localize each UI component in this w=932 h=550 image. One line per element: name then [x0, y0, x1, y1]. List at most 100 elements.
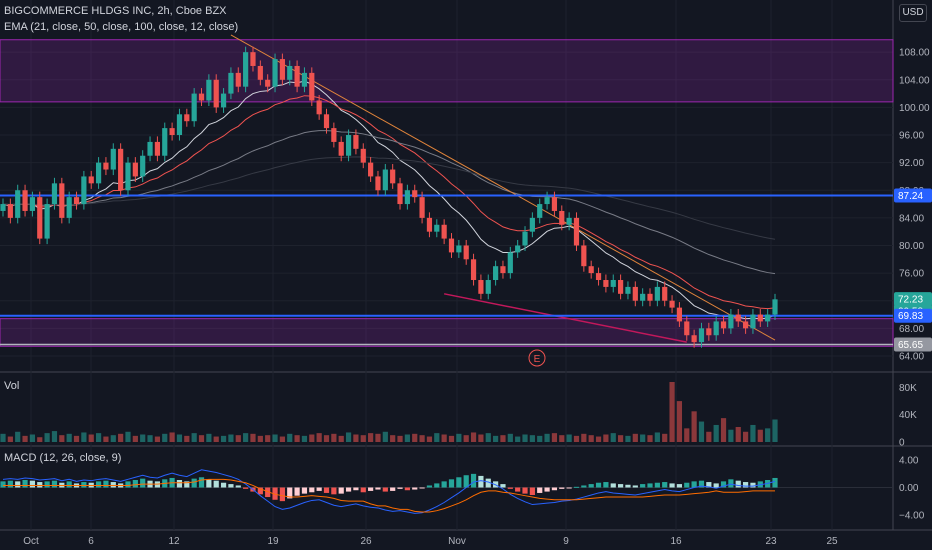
price-label-badge [894, 308, 932, 323]
candle-body [323, 114, 330, 129]
macd-histogram-bar [265, 487, 271, 498]
time-tick-label: 25 [826, 536, 838, 547]
volume-bar [162, 433, 168, 442]
volume-bar [103, 436, 109, 442]
price-label: 87.24 [898, 191, 923, 202]
volume-bar [95, 433, 102, 442]
candle-body [132, 162, 138, 177]
candle-body [478, 280, 484, 294]
candle-body [184, 114, 190, 122]
macd-histogram-bar [559, 487, 565, 489]
volume-bar [235, 435, 241, 442]
macd-histogram-bar [272, 487, 278, 500]
candle-body [81, 176, 87, 205]
volume-bar [118, 433, 124, 442]
candles: E [0, 46, 778, 367]
candle-body [706, 328, 712, 336]
macd-histogram-bar [669, 483, 675, 488]
trend-lines [230, 34, 776, 343]
volume-bar [390, 435, 396, 442]
grid [0, 0, 932, 531]
candle-body [162, 128, 168, 156]
price-zone [0, 39, 894, 103]
candle-body [37, 197, 43, 239]
volume-bar [632, 433, 638, 442]
macd-histogram-bar [294, 487, 300, 496]
candle-body [647, 293, 653, 301]
volume-bar [220, 435, 227, 442]
candle-body [375, 176, 381, 191]
candle-body [257, 65, 263, 80]
macd-histogram-bar [463, 475, 469, 488]
chart-title: BIGCOMMERCE HLDGS INC, 2h, Cboe BZX [4, 5, 227, 17]
volume-bar [345, 432, 352, 442]
macd-histogram-bar [287, 487, 293, 499]
candle-body [537, 204, 543, 218]
volume-bar [375, 433, 381, 442]
macd-histogram-bar [750, 482, 756, 488]
currency-button[interactable]: USD [899, 4, 927, 22]
volume-bar [382, 431, 388, 442]
volume-bar [765, 428, 771, 442]
volume-bar [147, 435, 153, 442]
price-tick-label: 104.00 [899, 75, 930, 86]
candle-body [684, 321, 690, 336]
volume-bar [426, 436, 433, 442]
price-label-badge [894, 188, 932, 203]
candle-body [728, 314, 734, 329]
price-label: 65.65 [898, 340, 923, 351]
volume-bar [603, 434, 609, 442]
candle-body [125, 162, 131, 191]
candle-body [7, 204, 13, 218]
candle-body [44, 204, 50, 239]
support-trendline [443, 293, 687, 343]
volume-bar [640, 434, 646, 442]
macd-histogram-bar [51, 480, 58, 488]
volume-bar [191, 433, 197, 442]
candle-body [51, 183, 58, 205]
volume-bar [397, 435, 403, 442]
volume-bar [537, 435, 543, 442]
candle-body [669, 300, 675, 308]
volume-bar [419, 435, 425, 442]
macd-histogram-bar [198, 477, 205, 488]
candle-body [573, 217, 580, 246]
macd-histogram-bar [772, 477, 778, 488]
candle-body [73, 197, 80, 205]
volume-bar [250, 433, 256, 442]
candle-body [191, 93, 197, 122]
volume-bar [456, 433, 462, 442]
macd-histogram-bar [140, 478, 146, 488]
candle-body [213, 79, 219, 108]
candle-body [345, 135, 352, 156]
candle-body [419, 197, 425, 218]
macd-histogram-bar [618, 484, 624, 488]
candle-body [603, 280, 609, 287]
macd-histogram-bar [360, 487, 366, 493]
macd-histogram-bar [103, 480, 109, 488]
price-tick-label: 92.00 [899, 158, 924, 169]
time-tick-label: 19 [267, 536, 279, 547]
candle-body [404, 190, 410, 205]
volume-bar [595, 436, 602, 442]
candle-body [713, 321, 719, 336]
volume-bar [37, 437, 43, 442]
volume-bar [493, 435, 499, 442]
macd-histogram-bar [125, 481, 131, 488]
volume-bar [588, 435, 594, 442]
time-tick-label: 6 [88, 536, 94, 547]
macd-histogram-bar [625, 484, 631, 488]
earnings-marker [528, 349, 546, 367]
macd-histogram-bar [485, 478, 491, 488]
horizontal-levels [0, 194, 893, 346]
price-tick-label: 96.00 [899, 131, 924, 142]
volume-bar [331, 433, 337, 442]
volume-bar [213, 436, 219, 442]
candle-body [426, 217, 433, 232]
macd-histogram-bar [184, 481, 190, 488]
volume-bar [684, 428, 690, 442]
macd-histogram-bar [713, 483, 719, 488]
macd-histogram-bar [441, 481, 447, 488]
macd-histogram-bar [191, 478, 197, 488]
